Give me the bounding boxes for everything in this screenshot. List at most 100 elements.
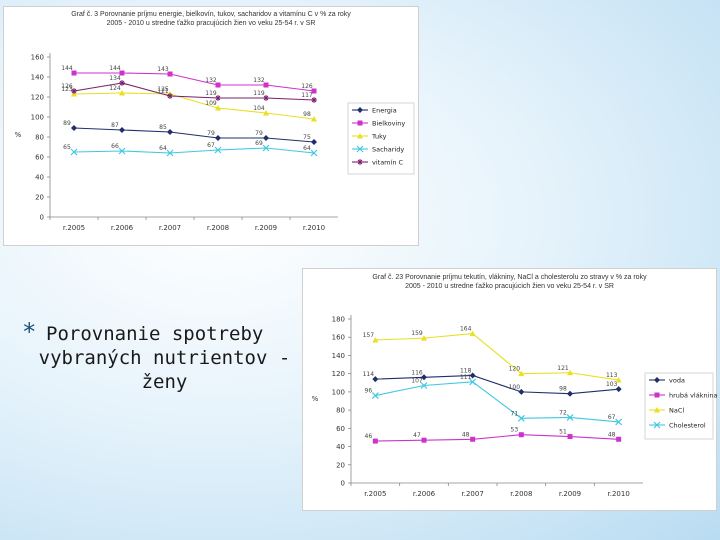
chart-1-data-label: 87: [111, 122, 119, 129]
chart-2-data-point: [421, 335, 427, 341]
chart-2-series-line: [375, 333, 619, 381]
chart-2-data-point: [615, 386, 622, 393]
chart-1-series-vitamín-c: 126 134 121 119 119 117: [61, 75, 317, 103]
chart-1-data-point: [310, 149, 318, 157]
chart-1-data-point: [167, 93, 173, 99]
chart-2-data-label: 116: [411, 369, 423, 376]
chart-1-x-tick-label: r.2009: [255, 224, 277, 232]
chart-2-x-tick-label: r.2005: [364, 490, 386, 498]
chart-2-data-label: 96: [365, 388, 373, 395]
chart-1-data-point: [215, 135, 221, 141]
chart-1-data-point: [311, 88, 317, 94]
chart-1-data-point: [71, 88, 77, 94]
chart-1-series-line: [73, 82, 315, 101]
chart-2-data-point: [567, 390, 573, 397]
chart-1-legend-marker: [357, 120, 363, 126]
chart-1-legend-marker: [357, 159, 363, 165]
chart-2-data-label: 113: [606, 372, 618, 379]
chart-2-data-point: [518, 388, 525, 395]
chart-2-series-hrubá-vláknina: 46 47 48 53 51 48: [365, 427, 622, 444]
chart-1-data-point: [262, 144, 270, 152]
chart-2-data-label: 98: [559, 386, 567, 393]
chart-2-y-axis-label: %: [312, 395, 319, 403]
chart-2-series-voda: 114 116 118 100 98 103: [363, 367, 622, 397]
chart-2-data-label: 72: [559, 409, 567, 416]
chart-2-data-point: [372, 376, 379, 383]
chart-2-data-label: 111: [460, 374, 472, 381]
chart-2-legend-label: Cholesterol: [669, 422, 706, 430]
chart-1-data-point: [119, 90, 125, 96]
bullet-icon: *: [22, 318, 37, 346]
chart-2-series-line: [375, 381, 619, 423]
chart-2-data-point: [421, 374, 427, 381]
chart-1-data-point: [215, 95, 221, 101]
chart-1-data-point: [71, 125, 77, 131]
chart-1-data-point: [263, 135, 269, 141]
chart-2-legend-marker: [654, 407, 660, 413]
chart-1-data-label: 125: [157, 86, 169, 93]
chart-2-data-label: 46: [365, 433, 373, 440]
chart-1-y-tick-label: 20: [35, 194, 44, 202]
chart-1-data-label: 119: [253, 90, 265, 97]
chart-2-y-tick-label: 180: [332, 316, 345, 324]
chart-2-data-point: [616, 436, 622, 442]
chart-2-data-label: 157: [363, 332, 375, 339]
chart-1-y-tick-label: 140: [31, 74, 44, 82]
chart-1-data-point: [119, 127, 125, 133]
chart-1-svg: % 0 20 40 60 80 100 120 140 160 r.2005 r.2006 r.2007…: [15, 53, 415, 232]
chart-2-data-label: 100: [509, 384, 521, 391]
chart-1-y-tick-label: 160: [31, 54, 44, 62]
chart-2-series-line: [375, 434, 619, 442]
chart-2-y-tick-label: 80: [336, 407, 345, 415]
chart-1-data-label: 66: [111, 143, 119, 150]
chart-1-data-point: [215, 105, 221, 111]
chart-2-data-point: [517, 414, 525, 422]
chart-2-data-point: [421, 437, 427, 443]
chart-1-data-label: 119: [205, 90, 217, 97]
chart-2-y-tick-label: 120: [332, 370, 345, 378]
chart-1-data-label: 64: [159, 145, 167, 152]
chart-2-legend-marker: [654, 377, 660, 383]
chart-2-legend-label: NaCl: [669, 407, 684, 415]
chart-2-series-cholesterol: 96 107 111 71 72 67: [365, 374, 623, 426]
chart-2-data-label: 164: [460, 326, 472, 333]
chart-1-data-label: 126: [301, 83, 313, 90]
chart-2-data-label: 71: [511, 410, 519, 417]
chart-2-data-point: [518, 432, 524, 438]
chart-2-data-label: 121: [557, 365, 569, 372]
chart-1-data-label: 144: [61, 65, 73, 72]
chart-1-legend-marker: [357, 133, 363, 139]
chart-2-data-point: [372, 336, 379, 343]
chart-1-data-label: 79: [255, 130, 263, 137]
chart-2-data-point: [567, 369, 573, 376]
chart-1-y-tick-label: 120: [31, 94, 44, 102]
chart-2-data-point: [567, 434, 573, 440]
chart-2-title: Graf č. 23 Porovnanie príjmu tekutín, vl…: [303, 273, 716, 291]
chart-2-data-label: 107: [411, 378, 423, 385]
chart-1-data-point: [167, 129, 173, 135]
chart-1-data-label: 143: [157, 66, 169, 73]
chart-2-data-label: 53: [511, 427, 519, 434]
chart-1-series-energia: 89 87 85 79 79 75: [63, 120, 317, 145]
chart-2-data-label: 114: [363, 371, 375, 378]
chart-1-x-tick-label: r.2007: [159, 224, 181, 232]
chart-2-data-point: [470, 436, 476, 442]
chart-2-data-label: 103: [606, 381, 618, 388]
chart-2-y-tick-label: 100: [332, 388, 345, 396]
chart-2-legend-box: [644, 372, 714, 440]
chart-1-data-label: 69: [255, 140, 263, 147]
chart-1-data-label: 121: [157, 88, 169, 95]
chart-1-data-label: 104: [253, 105, 265, 112]
chart-1-x-tick-label: r.2010: [303, 224, 325, 232]
chart-1-data-label: 109: [205, 100, 217, 107]
chart-1-y-tick-label: 60: [35, 154, 44, 162]
chart-1-data-point: [311, 97, 317, 103]
chart-1-data-label: 117: [301, 92, 313, 99]
chart-2-data-point: [469, 330, 476, 337]
chart-1-data-label: 124: [109, 85, 121, 92]
chart-2-data-label: 118: [460, 367, 472, 374]
chart-1-data-point: [71, 70, 77, 76]
chart-1-x-tick-label: r.2008: [207, 224, 229, 232]
chart-2-legend: voda hrubá vláknina NaCl Cholesterol: [644, 372, 718, 440]
chart-1-legend-label: Bielkoviny: [372, 120, 405, 128]
